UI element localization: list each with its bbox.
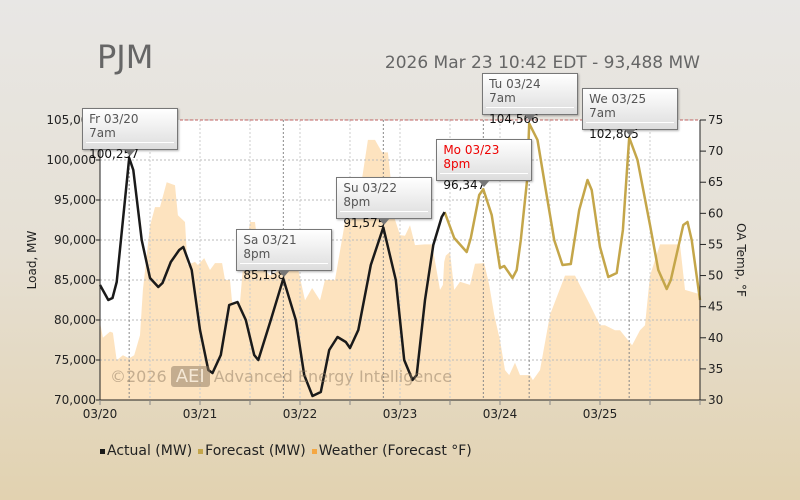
y-tick-label: 95,000 [54,193,96,207]
tooltip-value: 91,575 [343,216,386,231]
tooltip-day: Su 03/22 8pm [340,178,429,213]
legend-item-actual[interactable]: Actual (MW) [100,443,192,459]
legend-label: Actual (MW) [107,443,193,459]
x-tick-label: 03/23 [383,407,418,421]
tooltip-pointer [524,114,537,122]
tooltip-pointer [124,148,137,156]
y-tick-label: 75,000 [54,353,96,367]
x-tick-label: 03/20 [83,407,118,421]
y2-tick-label: 55 [708,237,723,251]
legend-swatch-forecast [198,448,204,454]
peak-tooltip: We 03/25 7am 102,805 [582,87,679,141]
y2-tick-label: 70 [708,144,723,158]
y-tick-label: 80,000 [54,313,96,327]
aei-logo: AEI [170,366,210,387]
peak-tooltip: Fr 03/20 7am 100,257 [82,107,179,161]
tooltip-day: Fr 03/20 7am [86,109,175,143]
series-lines [98,122,702,398]
y2-axis-label: OA Temp, °F [734,223,748,297]
y2-tick-label: 65 [708,175,723,189]
tooltip-pointer [278,269,291,277]
axes: 70,000 75,000 80,000 85,000 90,000 95,000 100,… [46,113,723,421]
y-tick-label: 70,000 [54,393,96,407]
watermark-copyright: ©2026 [110,367,167,386]
legend: Actual (MW) Forecast (MW) Weather (Forec… [100,443,472,459]
actual-line [98,156,446,398]
y2-tick-label: 75 [708,113,723,127]
y2-tick-label: 30 [708,393,723,407]
tooltip-value: 85,158 [243,267,286,282]
x-tick-label: 03/25 [583,407,618,421]
peak-tooltip: Mo 03/23 8pm 96,347 [436,139,533,192]
chart-title: PJM [97,38,154,76]
tooltip-pointer [624,128,637,136]
y-tick-label: 100,000 [46,153,96,167]
forecast-line [443,122,702,301]
tooltip-day: Sa 03/21 8pm [240,230,329,264]
peak-tooltip: Tu 03/24 7am 104,566 [482,73,579,126]
x-tick-label: 03/21 [183,407,218,421]
legend-swatch-weather [311,448,317,454]
watermark: ©2026 AEI Advanced Energy Intelligence [110,366,452,387]
y-tick-label: 90,000 [54,233,96,247]
tooltip-pointer [478,180,491,188]
watermark-name: Advanced Energy Intelligence [213,367,453,386]
peak-tooltip: Su 03/22 8pm 91,575 [336,177,433,230]
tooltip-value: 96,347 [443,178,486,193]
x-tick-label: 03/24 [483,407,518,421]
x-tick-label: 03/22 [283,407,318,421]
y2-tick-label: 50 [708,269,723,283]
tooltip-pointer [378,218,391,226]
legend-label: Forecast (MW) [205,443,306,459]
y2-tick-label: 40 [708,331,723,345]
y2-tick-label: 35 [708,362,723,376]
legend-swatch-actual [100,448,105,454]
y2-tick-label: 45 [708,300,723,314]
tooltip-day: Tu 03/24 7am [486,74,575,109]
peak-tooltip: Sa 03/21 8pm 85,158 [236,228,333,282]
y-tick-label: 85,000 [54,273,96,287]
y-axis-label: Load, MW [25,231,39,290]
legend-label: Weather (Forecast °F) [318,443,472,459]
tooltip-day: Mo 03/23 8pm [440,140,529,175]
current-load-readout: 2026 Mar 23 10:42 EDT - 93,488 MW [384,53,700,73]
legend-item-forecast[interactable]: Forecast (MW) [198,443,306,459]
legend-item-weather[interactable]: Weather (Forecast °F) [311,443,472,459]
tooltip-day: We 03/25 7am [586,89,675,123]
y2-tick-label: 60 [708,206,723,220]
